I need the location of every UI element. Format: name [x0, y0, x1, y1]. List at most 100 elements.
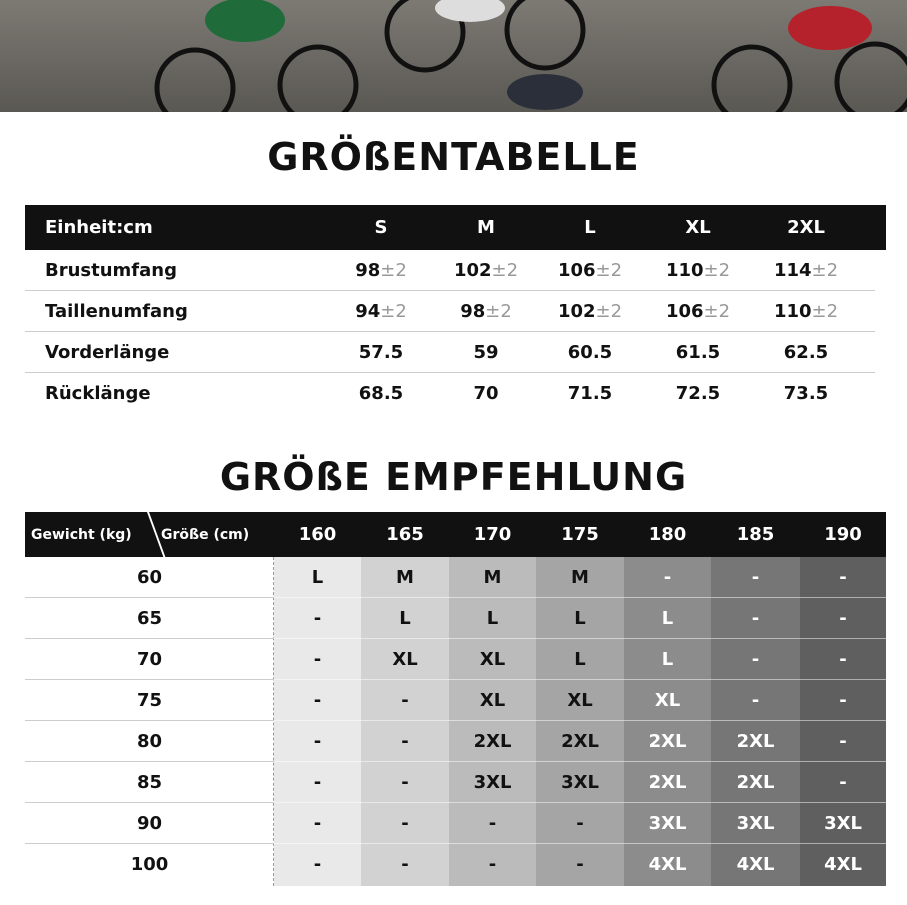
cell: 72.5	[643, 373, 753, 414]
row-label: Taillenumfang	[45, 301, 188, 322]
size-table: Einheit:cm S M L XL 2XL Brustumfang 98 ±2 102 ±2 10…	[25, 205, 886, 415]
size-cell: 3XL	[824, 813, 862, 834]
cell-value: 106	[665, 301, 704, 322]
size-cell: -	[313, 608, 322, 629]
size-cell: L	[311, 567, 324, 588]
cell: 61.5	[643, 332, 753, 373]
cell-value: 94	[355, 301, 381, 322]
height-cell: 175	[561, 524, 599, 545]
row-divider	[25, 843, 274, 844]
size-cell: -	[751, 608, 760, 629]
size-cell: XL	[479, 649, 506, 670]
cell-value: 59	[473, 342, 499, 363]
size-cell: -	[839, 690, 847, 711]
weight-cell: 85	[136, 772, 163, 793]
header-bar	[25, 205, 886, 250]
row-label: Rücklänge	[45, 383, 151, 404]
size-cell: L	[574, 649, 586, 670]
cell-value: 102	[557, 301, 596, 322]
height-cell: 180	[648, 524, 687, 545]
size-cell: 3XL	[561, 772, 599, 793]
size-cell: 2XL	[561, 731, 599, 752]
header-cell: S	[374, 217, 388, 238]
size-cell: -	[313, 813, 322, 834]
cell: 94 ±2	[326, 291, 436, 332]
cell-tolerance: ±2	[485, 301, 512, 322]
size-cell: 2XL	[648, 772, 687, 793]
row-divider	[25, 597, 274, 598]
cell-tolerance: ±2	[595, 301, 623, 322]
weight-cell: 65	[136, 608, 163, 629]
cell: 106 ±2	[643, 291, 753, 332]
size-cell: -	[751, 649, 760, 670]
weight-cell: 60	[136, 567, 163, 588]
column-shade	[536, 557, 624, 886]
size-cell: 2XL	[648, 731, 687, 752]
size-cell: -	[751, 567, 760, 588]
recommendation-table: Gewicht (kg) Größe (cm) 160 165 170 175 180 185…	[25, 512, 886, 886]
column-divider	[273, 557, 274, 886]
row-divider	[25, 290, 875, 291]
cell-value: 72.5	[675, 383, 721, 404]
row-label: Vorderlänge	[45, 342, 170, 363]
height-cell: 170	[473, 524, 512, 545]
size-cell: -	[401, 690, 409, 711]
row-label: Brustumfang	[45, 260, 177, 281]
weight-cell: 80	[136, 731, 163, 752]
cell: 60.5	[535, 332, 645, 373]
cell: 71.5	[535, 373, 645, 414]
size-cell: 3XL	[648, 813, 687, 834]
cell-value: 73.5	[783, 383, 829, 404]
row-divider	[25, 720, 886, 721]
cell: 102 ±2	[535, 291, 645, 332]
size-cell: L	[661, 649, 674, 670]
size-cell: XL	[392, 649, 418, 670]
size-cell: -	[839, 772, 847, 793]
size-cell: 4XL	[824, 854, 862, 875]
size-cell: -	[313, 854, 322, 875]
size-cell: -	[839, 731, 847, 752]
size-cell: -	[313, 690, 322, 711]
row-divider	[25, 597, 886, 598]
size-cell: XL	[654, 690, 681, 711]
cell-value: 61.5	[675, 342, 721, 363]
weight-cell: 75	[136, 690, 163, 711]
size-cell: -	[401, 813, 409, 834]
column-shade	[800, 557, 886, 886]
cell-tolerance: ±2	[703, 301, 731, 322]
column-shade	[449, 557, 536, 886]
cell: 106 ±2	[535, 250, 645, 291]
recommendation-title: GRÖßE EMPFEHLUNG	[219, 455, 688, 499]
header-photo	[0, 0, 907, 112]
size-cell: -	[839, 608, 847, 629]
size-cell: -	[313, 731, 322, 752]
row-divider	[25, 843, 886, 844]
cell-value: 106	[557, 260, 596, 281]
height-cell: 190	[824, 524, 862, 545]
header-cell: Einheit:cm	[45, 217, 153, 238]
size-cell: -	[576, 854, 584, 875]
cell: 102 ±2	[431, 250, 541, 291]
cell-value: 98	[460, 301, 486, 322]
row-divider	[25, 679, 886, 680]
size-cell: -	[839, 649, 847, 670]
column-shade	[274, 557, 361, 886]
size-cell: L	[486, 608, 499, 629]
size-cell: M	[483, 567, 502, 588]
row-divider	[25, 372, 875, 373]
size-cell: 2XL	[736, 731, 775, 752]
cell: 70	[431, 373, 541, 414]
cell: 73.5	[751, 373, 861, 414]
size-cell: XL	[479, 690, 506, 711]
size-cell: 3XL	[473, 772, 512, 793]
cell-value: 98	[355, 260, 381, 281]
cell: 57.5	[326, 332, 436, 373]
size-table-title: GRÖßENTABELLE	[267, 135, 640, 179]
row-divider	[25, 331, 875, 332]
size-cell: 4XL	[736, 854, 775, 875]
cell-tolerance: ±2	[491, 260, 519, 281]
height-cell: 185	[736, 524, 775, 545]
cell: 114 ±2	[751, 250, 861, 291]
row-divider	[25, 679, 274, 680]
size-cell: 3XL	[736, 813, 775, 834]
